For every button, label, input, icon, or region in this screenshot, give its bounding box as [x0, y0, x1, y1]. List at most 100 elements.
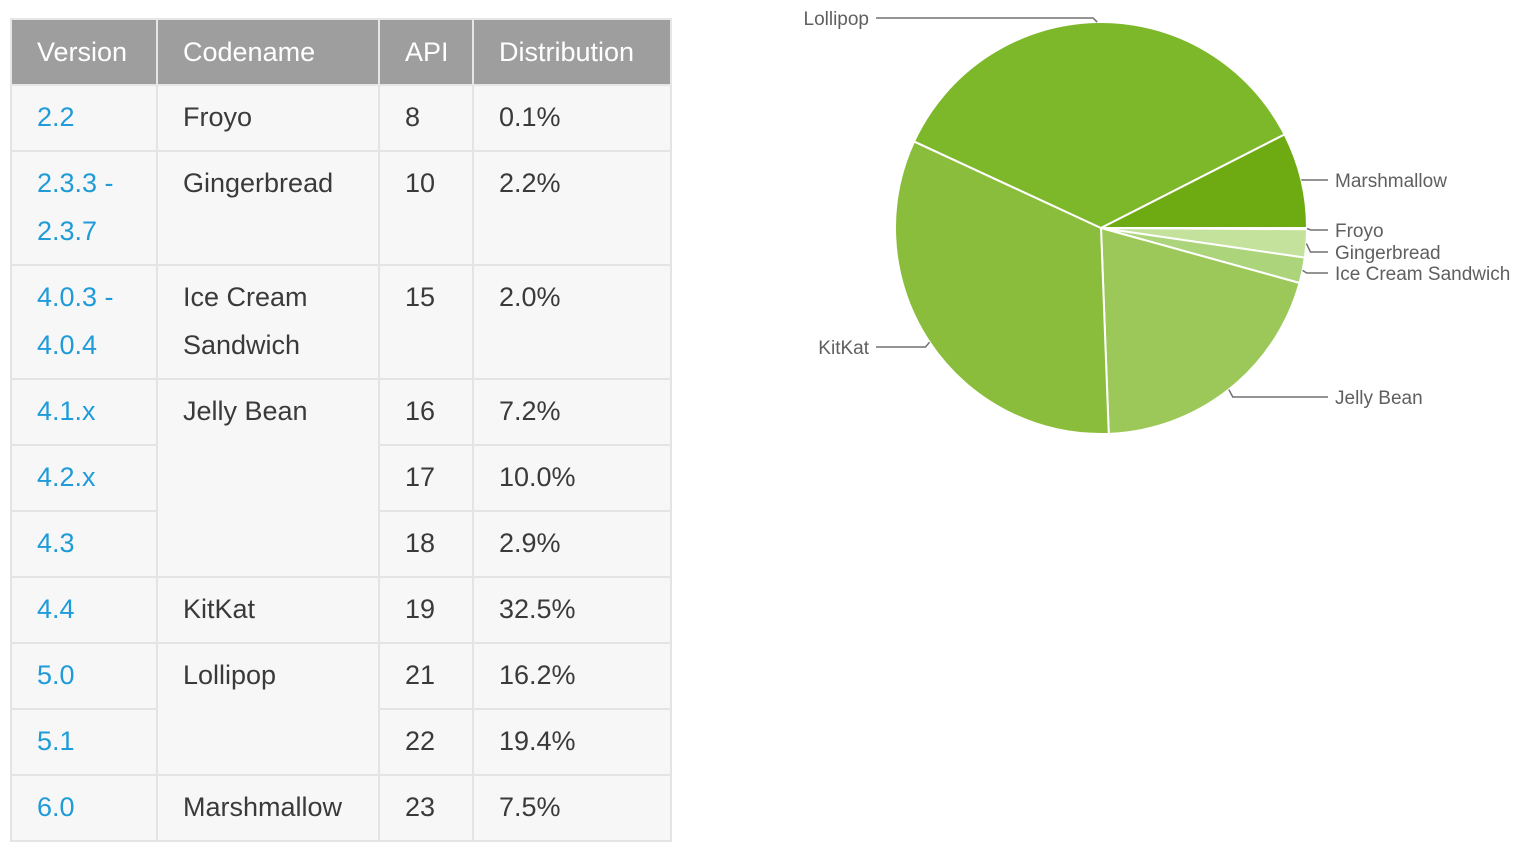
api-cell: 16 [378, 378, 474, 446]
header-api: API [378, 18, 474, 86]
api-cell-line: 22 [405, 726, 436, 756]
api-cell-line: 10 [405, 168, 436, 198]
version-link-line: 4.3 [37, 528, 75, 558]
leader-line [1302, 269, 1328, 274]
version-link-line: 4.0.3 - [37, 282, 114, 312]
codename-cell-text: Gingerbread [183, 159, 378, 207]
api-cell: 23 [378, 774, 474, 842]
api-cell-line: 17 [405, 462, 436, 492]
version-link[interactable]: 4.4 [10, 576, 158, 644]
version-link-text[interactable]: 2.2 [37, 93, 156, 141]
distribution-cell: 7.2% [472, 378, 672, 446]
codename-cell-text: Lollipop [183, 651, 378, 699]
version-link-line: 5.1 [37, 726, 75, 756]
distribution-cell-line: 2.9% [499, 528, 561, 558]
version-link-line: 6.0 [37, 792, 75, 822]
codename-cell-text: Froyo [183, 93, 378, 141]
version-link[interactable]: 5.1 [10, 708, 158, 776]
codename-cell-text: Ice Cream Sandwich [183, 273, 378, 369]
table-row: 6.0 Marshmallow 23 7.5% [10, 774, 672, 842]
api-cell-line: 15 [405, 282, 436, 312]
codename-cell: Lollipop [156, 642, 380, 776]
header-distribution: Distribution [472, 18, 672, 86]
codename-cell-text: KitKat [183, 585, 378, 633]
pie-label: Froyo [1335, 221, 1384, 242]
table-row: 4.0.3 - 4.0.4 Ice Cream Sandwich 15 2.0% [10, 264, 672, 380]
header-codename: Codename [156, 18, 380, 86]
api-cell-line: 19 [405, 594, 436, 624]
codename-cell-line: Marshmallow [183, 792, 343, 822]
pie-slice-marshmallow [1100, 133, 1309, 229]
api-cell: 15 [378, 264, 474, 380]
version-link-text[interactable]: 4.4 [37, 585, 156, 633]
distribution-cell-line: 32.5% [499, 594, 576, 624]
version-link-text[interactable]: 5.0 [37, 651, 156, 699]
version-link[interactable]: 4.0.3 - 4.0.4 [10, 264, 158, 380]
distribution-cell-text: 10.0% [499, 453, 670, 501]
api-cell-text: 15 [405, 273, 472, 321]
version-link-text[interactable]: 4.2.x [37, 453, 156, 501]
version-link-text[interactable]: 6.0 [37, 783, 156, 831]
table-body: 2.2 Froyo 8 0.1% 2.3.3 -2.3.7 Gingerbread 10 2.… [10, 84, 672, 842]
table-row: 4.4 KitKat 19 32.5% [10, 576, 672, 644]
distribution-cell-line: 0.1% [499, 102, 561, 132]
pie-label: Ice Cream Sandwich [1335, 264, 1510, 285]
version-link[interactable]: 5.0 [10, 642, 158, 710]
distribution-cell: 7.5% [472, 774, 672, 842]
version-link-text[interactable]: 4.1.x [37, 387, 156, 435]
version-link[interactable]: 2.2 [10, 84, 158, 152]
codename-cell: Gingerbread [156, 150, 380, 266]
codename-cell-line: KitKat [183, 594, 256, 624]
distribution-cell: 2.9% [472, 510, 672, 578]
version-link-text[interactable]: 4.0.3 - 4.0.4 [37, 273, 156, 369]
codename-cell-text: Marshmallow [183, 783, 378, 831]
version-link-text[interactable]: 5.1 [37, 717, 156, 765]
api-cell-text: 23 [405, 783, 472, 831]
table-row: 2.3.3 - 2.3.7 Gingerbread 10 2.2% [10, 150, 672, 266]
distribution-cell-line: 2.0% [499, 282, 561, 312]
api-cell: 8 [378, 84, 474, 152]
distribution-cell-text: 2.0% [499, 273, 670, 321]
api-cell-line: 21 [405, 660, 436, 690]
leader-line [1305, 243, 1328, 253]
api-cell: 18 [378, 510, 474, 578]
codename-cell-line: Sandwich [183, 330, 301, 360]
distribution-cell-line: 19.4% [499, 726, 576, 756]
codename-cell-line: Lollipop [183, 660, 277, 690]
pie-label: Marshmallow [1335, 171, 1447, 192]
codename-cell: Ice Cream Sandwich [156, 264, 380, 380]
leader-line [876, 17, 1098, 23]
leader-line [1306, 227, 1328, 231]
api-cell: 19 [378, 576, 474, 644]
version-link-line: 2.2 [37, 102, 75, 132]
version-link[interactable]: 2.3.3 - 2.3.7 [10, 150, 158, 266]
pie-slices [894, 21, 1309, 435]
version-link-text[interactable]: 2.3.3 - 2.3.7 [37, 159, 156, 255]
pie-slice-lollipop [912, 21, 1286, 230]
codename-cell: KitKat [156, 576, 380, 644]
version-link[interactable]: 6.0 [10, 774, 158, 842]
api-cell-line: 8 [405, 102, 421, 132]
codename-cell-line: Ice Cream [183, 282, 308, 312]
distribution-cell: 16.2% [472, 642, 672, 710]
pie-label: Lollipop [804, 9, 870, 30]
version-link-line: 4.0.4 [37, 330, 98, 360]
distribution-cell-text: 7.5% [499, 783, 670, 831]
distribution-cell-line: 10.0% [499, 462, 576, 492]
table-row: 5.1 22 19.4% [10, 708, 672, 776]
api-cell-text: 16 [405, 387, 472, 435]
version-link[interactable]: 4.1.x [10, 378, 158, 446]
version-link[interactable]: 4.3 [10, 510, 158, 578]
codename-cell-text: Jelly Bean [183, 387, 378, 435]
leader-line [876, 341, 931, 348]
distribution-cell-text: 0.1% [499, 93, 670, 141]
leader-line [1228, 389, 1328, 398]
api-cell: 10 [378, 150, 474, 266]
distribution-cell-line: 2.2% [499, 168, 561, 198]
version-link[interactable]: 4.2.x [10, 444, 158, 512]
distribution-cell-line: 7.2% [499, 396, 561, 426]
api-cell: 17 [378, 444, 474, 512]
distribution-cell-text: 7.2% [499, 387, 670, 435]
version-link-text[interactable]: 4.3 [37, 519, 156, 567]
